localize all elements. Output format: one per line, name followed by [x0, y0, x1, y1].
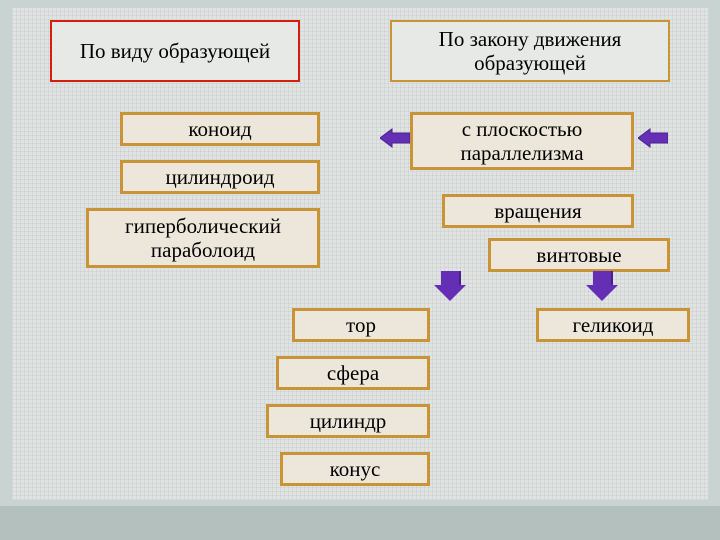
right-bottom-helicoid: геликоид [536, 308, 690, 342]
right-item-helical: винтовые [488, 238, 670, 272]
arrow-down-icon [434, 271, 466, 301]
right-item-label: винтовые [536, 243, 621, 267]
footer-bar [0, 506, 720, 540]
header-right-label: По закону движения образующей [398, 27, 662, 75]
header-left: По виду образующей [50, 20, 300, 82]
bottom-item-label: сфера [327, 361, 379, 385]
bottom-item-label: цилиндр [310, 409, 387, 433]
header-right: По закону движения образующей [390, 20, 670, 82]
bottom-item-cylinder: цилиндр [266, 404, 430, 438]
right-item-label: вращения [494, 199, 581, 223]
left-item-cylindroid: цилиндроид [120, 160, 320, 194]
bottom-item-cone: конус [280, 452, 430, 486]
header-left-label: По виду образующей [80, 39, 270, 63]
bottom-item-sphere: сфера [276, 356, 430, 390]
bottom-item-torus: тор [292, 308, 430, 342]
bottom-item-label: конус [330, 457, 381, 481]
left-item-label: коноид [188, 117, 251, 141]
left-item-label: цилиндроид [165, 165, 274, 189]
right-item-rotation: вращения [442, 194, 634, 228]
arrow-down-icon [586, 271, 618, 301]
bottom-item-label: тор [346, 313, 376, 337]
right-item-label: с плоскостью параллелизма [419, 117, 625, 165]
left-item-label: гиперболический параболоид [95, 214, 311, 262]
arrow-left-icon [380, 127, 410, 149]
right-item-parallelism-plane: с плоскостью параллелизма [410, 112, 634, 170]
arrow-left-icon [638, 127, 668, 149]
left-item-konoid: коноид [120, 112, 320, 146]
left-item-hyperbolic-paraboloid: гиперболический параболоид [86, 208, 320, 268]
diagram-canvas: По виду образующей По закону движения об… [12, 8, 708, 500]
right-bottom-label: геликоид [573, 313, 654, 337]
